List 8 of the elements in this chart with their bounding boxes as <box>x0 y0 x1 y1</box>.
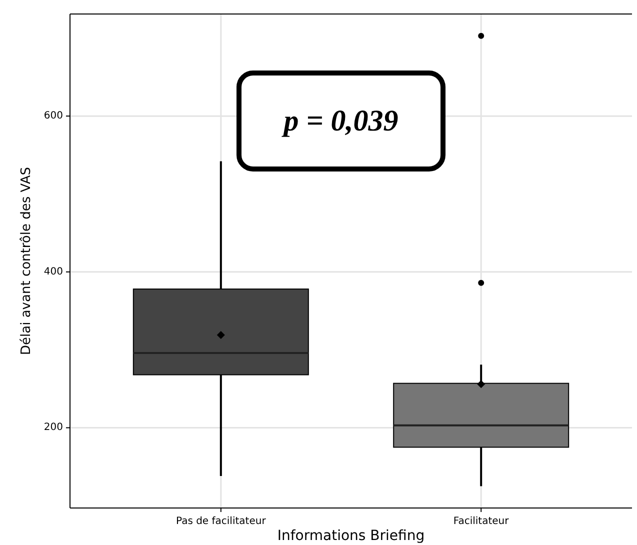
y-tick-label: 200 <box>44 422 63 434</box>
y-axis-title: Délai avant contrôle des VAS <box>19 167 34 355</box>
x-tick-label: Pas de facilitateur <box>176 516 267 527</box>
y-tick-label: 400 <box>44 266 63 278</box>
annotation: p = 0,039 <box>280 104 398 138</box>
x-axis-title: Informations Briefing <box>277 528 425 544</box>
y-tick-label: 600 <box>44 110 63 122</box>
x-tick-label: Facilitateur <box>453 516 510 527</box>
